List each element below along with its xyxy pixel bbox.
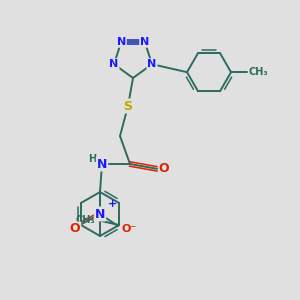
Text: O: O xyxy=(70,223,80,236)
Text: O: O xyxy=(159,163,169,176)
Text: N: N xyxy=(117,37,126,47)
Text: CH₃: CH₃ xyxy=(75,215,95,225)
Text: O⁻: O⁻ xyxy=(122,224,137,234)
Text: CH₃: CH₃ xyxy=(248,67,268,77)
Text: N: N xyxy=(110,59,118,69)
Text: +: + xyxy=(108,199,117,209)
Text: H: H xyxy=(88,154,96,164)
Text: N: N xyxy=(97,158,107,170)
Text: N: N xyxy=(147,59,157,69)
Text: N: N xyxy=(140,37,149,47)
Text: S: S xyxy=(124,100,133,112)
Text: N: N xyxy=(95,208,105,220)
